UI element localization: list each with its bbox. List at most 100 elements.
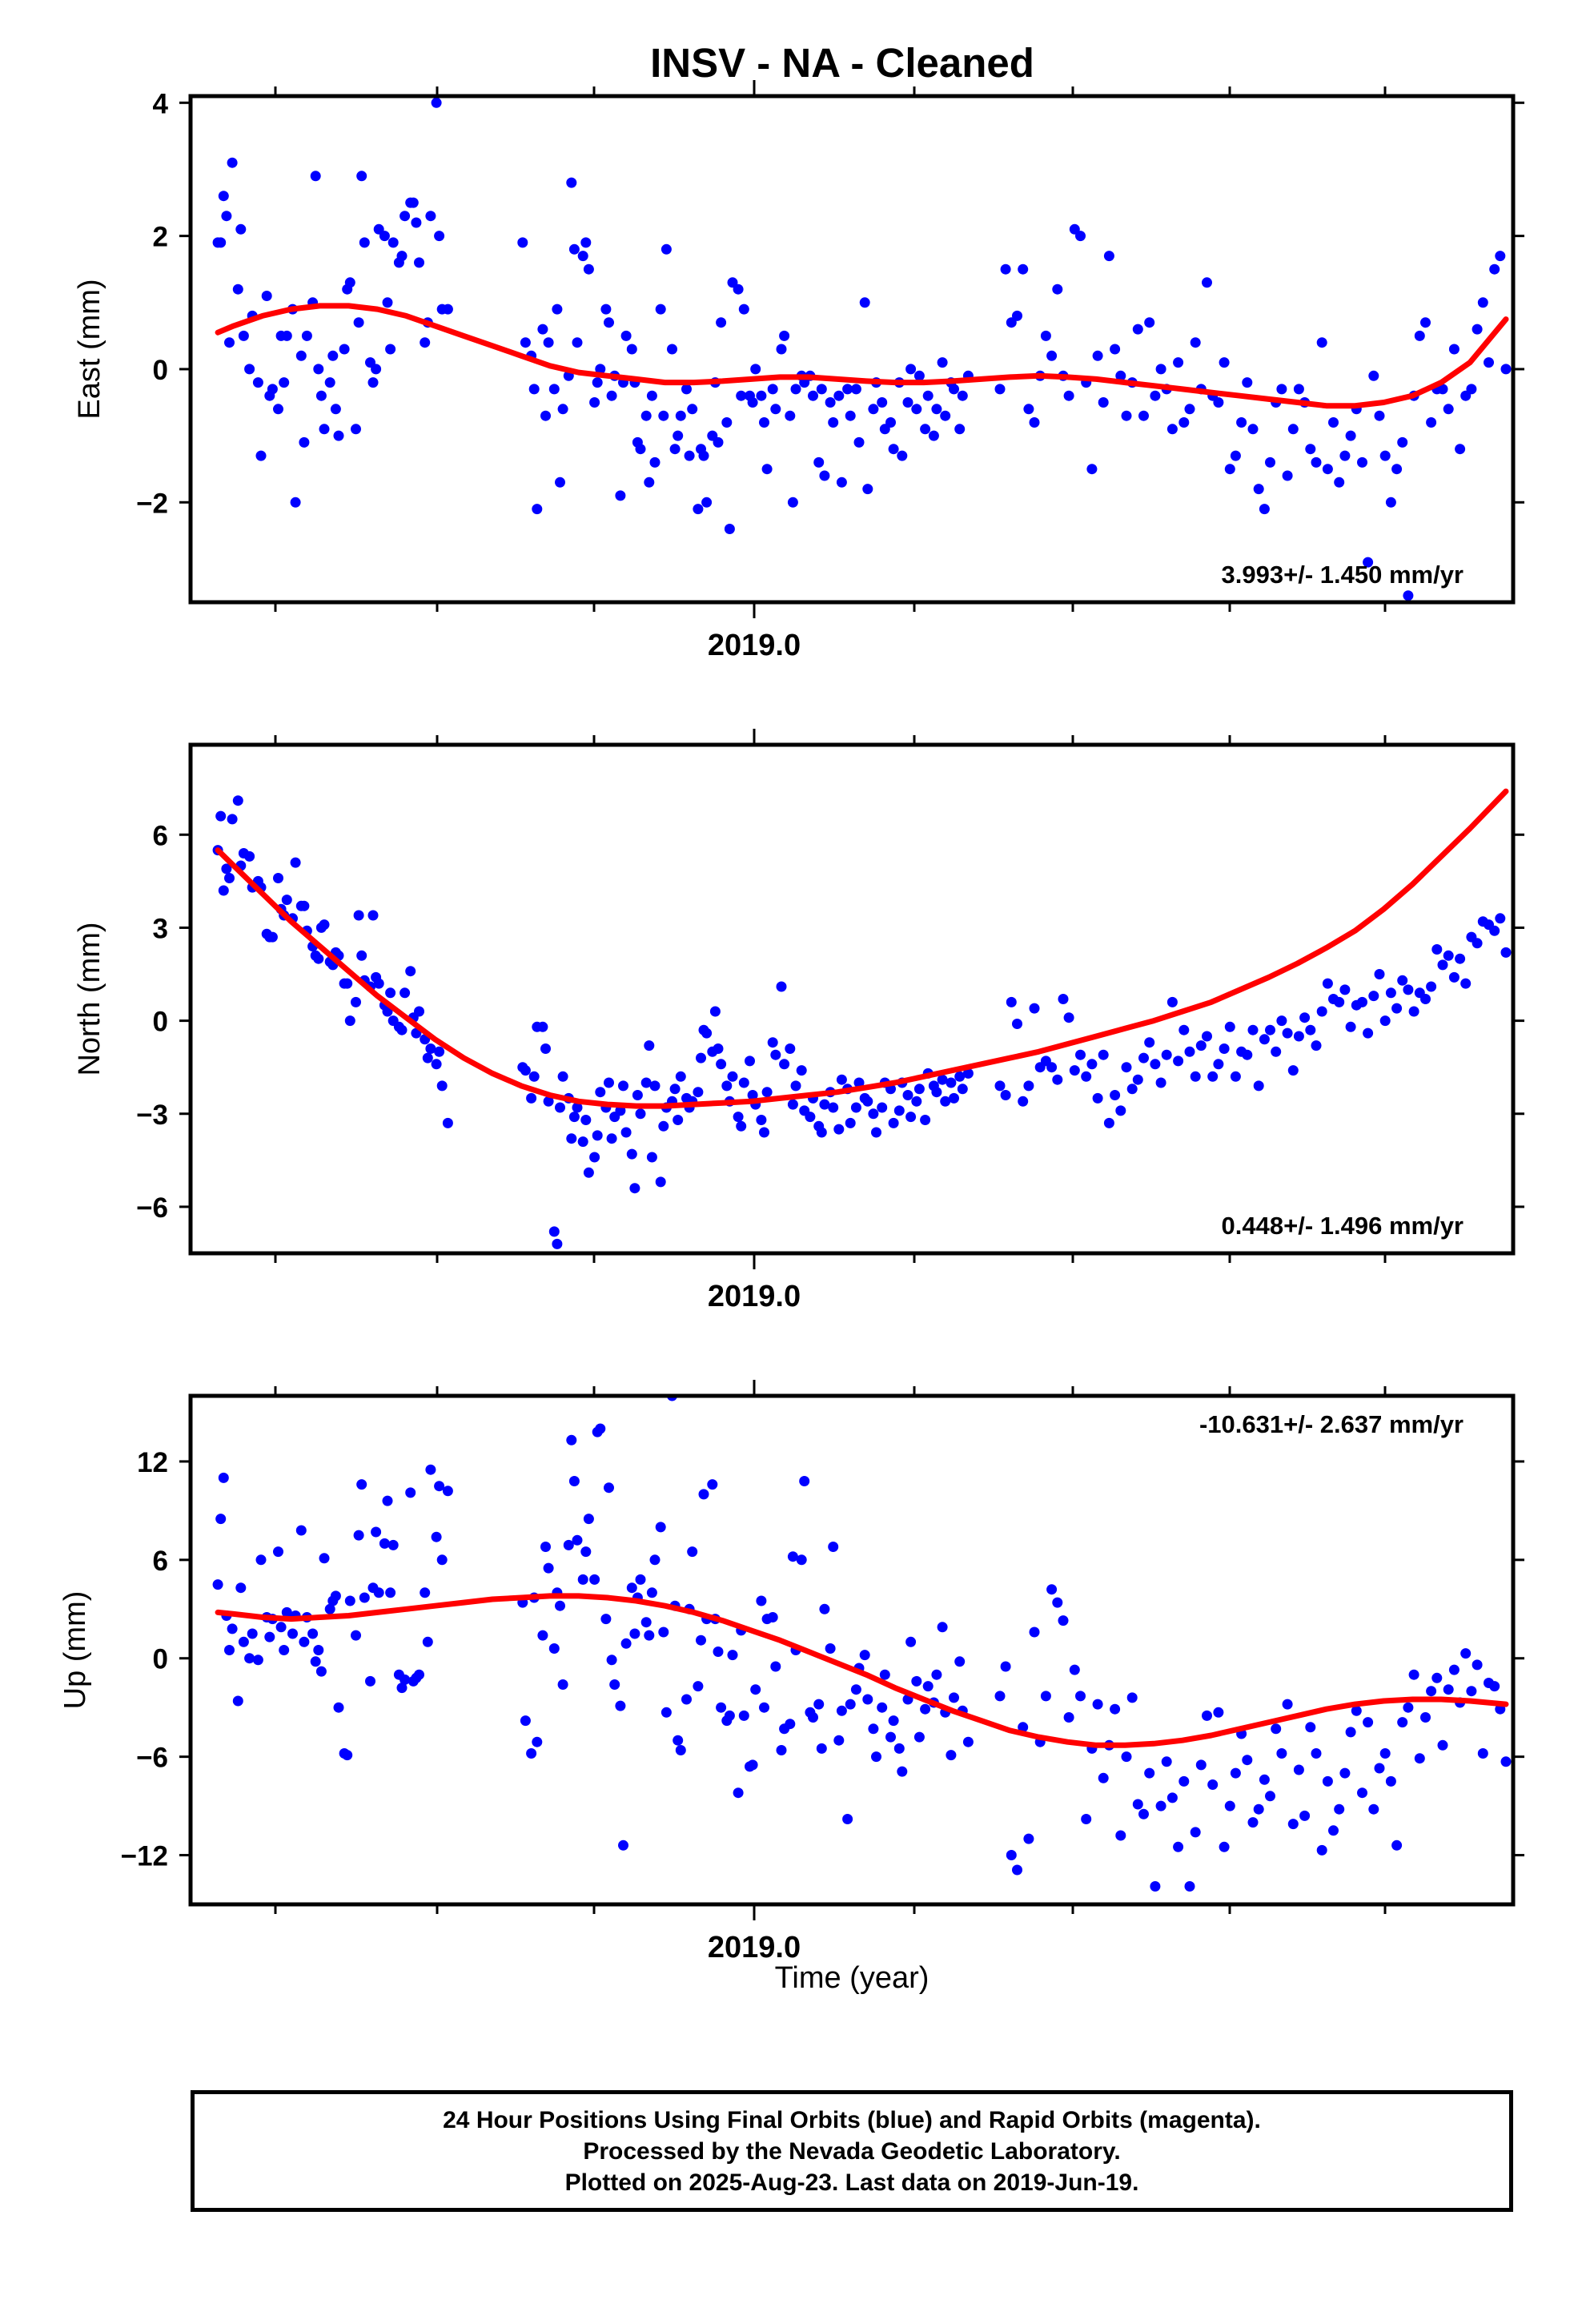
data-point <box>787 1099 798 1110</box>
y-axis-label: East (mm) <box>73 279 106 419</box>
data-point <box>532 1736 543 1747</box>
data-point <box>922 1681 934 1692</box>
data-point <box>411 217 422 228</box>
data-point <box>255 450 267 461</box>
data-point <box>626 1148 637 1160</box>
data-point <box>1368 991 1379 1002</box>
data-point <box>828 1102 839 1113</box>
data-point <box>1374 969 1385 979</box>
data-point <box>548 384 560 395</box>
data-point <box>342 978 353 989</box>
data-point <box>920 1115 931 1125</box>
data-point <box>1379 1748 1391 1759</box>
data-point <box>888 1715 899 1727</box>
data-point <box>526 1092 537 1104</box>
data-point <box>1443 950 1454 961</box>
x-tick-label: 2019.0 <box>708 1931 801 1964</box>
data-point <box>387 237 399 248</box>
chart-title: INSV - NA - Cleaned <box>650 40 1034 86</box>
data-point <box>1460 978 1472 989</box>
data-point <box>868 404 879 415</box>
data-point <box>356 950 367 961</box>
data-point <box>640 1617 652 1628</box>
data-point <box>367 910 379 921</box>
data-point <box>1448 1664 1460 1675</box>
data-point <box>1316 1006 1327 1017</box>
data-point <box>1351 1705 1362 1716</box>
data-point <box>825 1643 836 1654</box>
data-point <box>1121 1751 1132 1763</box>
data-point <box>1265 1024 1275 1035</box>
data-point <box>747 397 758 408</box>
data-point <box>1000 1661 1011 1672</box>
data-point <box>1190 337 1201 348</box>
data-point <box>1110 344 1121 355</box>
data-point <box>1403 984 1414 995</box>
data-point <box>273 404 283 415</box>
data-point <box>1316 1844 1327 1856</box>
data-point <box>931 1087 942 1098</box>
data-point <box>295 350 307 361</box>
data-point <box>640 410 652 421</box>
y-tick-label: 0 <box>153 1007 168 1038</box>
data-point <box>356 1479 367 1490</box>
data-point <box>238 1636 249 1647</box>
data-point <box>770 1661 781 1672</box>
data-point <box>1195 1040 1207 1051</box>
data-point <box>727 1071 738 1082</box>
data-point <box>842 1814 853 1824</box>
data-point <box>949 1092 959 1104</box>
data-point <box>1213 397 1224 408</box>
data-point <box>1063 1712 1074 1723</box>
data-point <box>281 330 292 341</box>
data-point <box>313 364 324 375</box>
data-point <box>1368 370 1379 381</box>
data-point <box>785 410 796 421</box>
data-point <box>805 1112 816 1123</box>
data-point <box>1173 1841 1184 1852</box>
data-point <box>1242 377 1253 388</box>
data-point <box>589 1574 600 1585</box>
data-point <box>1098 1049 1109 1060</box>
data-point <box>385 1587 396 1598</box>
data-point <box>244 850 255 862</box>
data-point <box>618 1080 628 1092</box>
data-point <box>1018 263 1029 275</box>
data-point <box>566 177 577 188</box>
data-point <box>324 1603 335 1614</box>
data-point <box>673 1735 684 1746</box>
data-point <box>434 1046 445 1057</box>
data-point <box>756 390 767 401</box>
data-point <box>1144 317 1155 328</box>
data-point <box>548 1643 560 1654</box>
data-point <box>1345 430 1356 441</box>
y-tick-label: 6 <box>153 820 168 851</box>
data-point <box>862 1096 873 1107</box>
data-point <box>273 873 283 883</box>
data-point <box>658 410 669 421</box>
data-point <box>1345 1021 1356 1032</box>
data-point <box>1477 297 1488 308</box>
data-point <box>767 384 778 395</box>
data-point <box>776 1745 787 1755</box>
footer-line-1: 24 Hour Positions Using Final Orbits (bl… <box>443 2106 1261 2133</box>
data-point <box>626 344 637 355</box>
data-point <box>1029 1003 1040 1014</box>
data-point <box>687 1546 698 1558</box>
data-point <box>218 1472 229 1483</box>
data-point <box>836 1074 847 1085</box>
data-point <box>825 397 836 408</box>
data-point <box>1363 557 1374 568</box>
data-point <box>577 251 588 262</box>
data-point <box>946 1750 957 1761</box>
data-point <box>747 1090 758 1100</box>
data-point <box>1408 1669 1419 1680</box>
data-point <box>313 1645 324 1655</box>
data-point <box>520 1065 531 1076</box>
data-point <box>828 1542 839 1552</box>
data-point <box>1455 953 1466 964</box>
data-point <box>902 1090 913 1100</box>
data-point <box>339 344 350 355</box>
data-point <box>877 1702 888 1713</box>
data-point <box>1150 1881 1161 1892</box>
